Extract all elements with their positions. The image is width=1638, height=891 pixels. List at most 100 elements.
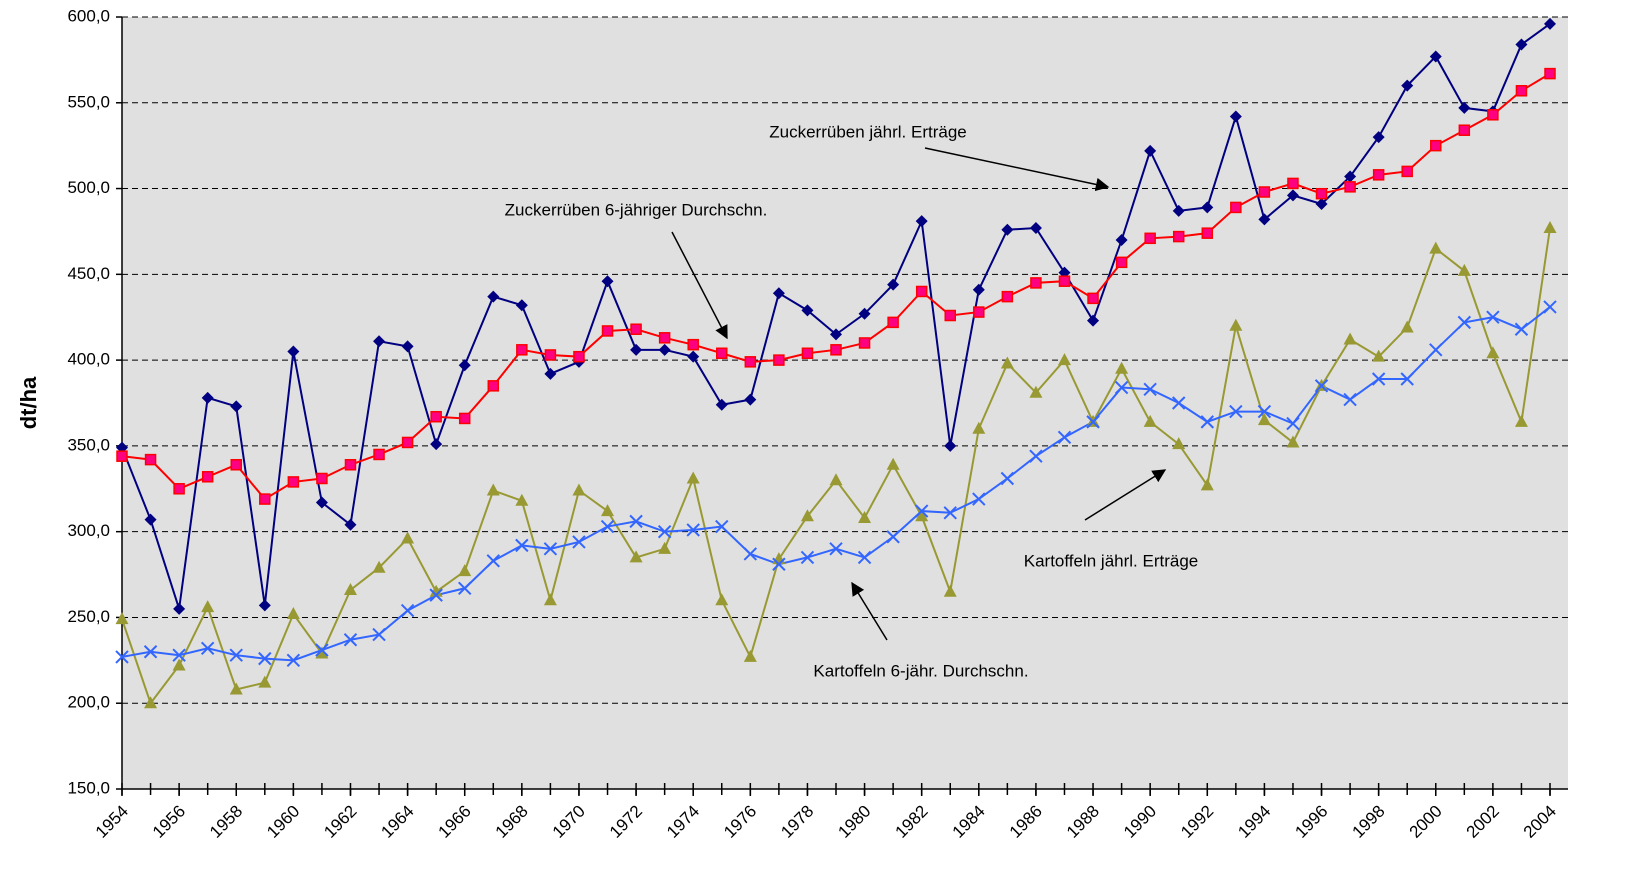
- data-point: [458, 359, 471, 372]
- data-point: [744, 356, 757, 368]
- data-point: [1087, 314, 1100, 327]
- data-point: [1257, 413, 1271, 426]
- plot-area: [122, 17, 1568, 789]
- x-tick-label: 1980: [834, 802, 874, 842]
- data-point: [944, 439, 957, 452]
- data-point: [401, 436, 414, 449]
- x-tick-label: 1972: [606, 802, 646, 842]
- data-point: [315, 646, 329, 659]
- data-point: [686, 523, 700, 537]
- data-point: [1372, 131, 1385, 144]
- data-point: [544, 367, 557, 380]
- data-point: [458, 564, 472, 577]
- data-point: [230, 400, 243, 413]
- data-point: [486, 554, 500, 568]
- data-point: [1486, 346, 1500, 359]
- x-tick-label: 1976: [720, 802, 760, 842]
- data-point: [1314, 379, 1329, 393]
- data-point: [1258, 186, 1271, 198]
- data-point: [1457, 263, 1471, 276]
- data-point: [686, 471, 700, 484]
- data-point: [1372, 169, 1385, 181]
- data-point: [286, 607, 300, 620]
- data-point: [544, 349, 557, 361]
- x-tick-label: 2004: [1520, 802, 1560, 842]
- annotation: Zuckerrüben jährl. Erträge: [769, 122, 966, 141]
- data-point: [1115, 361, 1129, 374]
- data-point: [316, 472, 328, 485]
- x-tick-label: 1998: [1348, 802, 1388, 842]
- data-point: [144, 453, 157, 466]
- x-tick-label: 1996: [1291, 802, 1331, 842]
- data-point: [1030, 277, 1042, 289]
- data-point: [1230, 201, 1242, 214]
- data-point: [886, 457, 900, 470]
- data-point: [429, 588, 443, 602]
- x-tick-label: 1990: [1120, 802, 1160, 842]
- data-point: [1172, 204, 1185, 217]
- data-point: [800, 509, 814, 522]
- data-point: [258, 651, 272, 666]
- x-tick-label: 1962: [320, 802, 360, 842]
- data-point: [1514, 414, 1528, 427]
- x-tick-label: 1956: [149, 802, 189, 842]
- data-point: [143, 645, 158, 659]
- x-tick-label: 1986: [1006, 802, 1046, 842]
- y-tick-label: 550,0: [67, 92, 110, 111]
- data-point: [1315, 187, 1328, 200]
- data-point: [829, 542, 843, 556]
- x-tick-label: 1978: [777, 802, 817, 842]
- data-point: [401, 531, 415, 544]
- data-point: [1343, 332, 1357, 345]
- data-point: [1543, 300, 1557, 314]
- data-point: [1515, 85, 1528, 97]
- data-point: [800, 550, 815, 565]
- data-point: [658, 332, 671, 344]
- data-point: [772, 287, 785, 300]
- data-point: [657, 524, 672, 539]
- data-point: [543, 542, 558, 556]
- data-point: [429, 584, 443, 597]
- annotation-arrow: [1084, 469, 1167, 521]
- data-point: [1458, 124, 1471, 136]
- data-point: [430, 438, 443, 451]
- data-point: [687, 350, 700, 363]
- data-point: [1258, 213, 1271, 226]
- data-point: [229, 648, 243, 662]
- data-point: [858, 510, 872, 523]
- data-point: [1429, 241, 1443, 254]
- y-tick-label: 350,0: [67, 435, 110, 454]
- data-point: [258, 599, 271, 612]
- data-point: [629, 550, 643, 563]
- data-point: [515, 493, 529, 506]
- data-point: [1172, 396, 1186, 410]
- data-point: [858, 307, 871, 320]
- data-point: [1344, 170, 1357, 183]
- data-point: [743, 547, 758, 561]
- data-point: [630, 323, 642, 335]
- data-point: [315, 643, 329, 657]
- x-tick-label: 1984: [949, 802, 989, 842]
- annotation-arrow: [671, 231, 728, 340]
- data-point: [743, 649, 757, 662]
- data-point: [258, 675, 272, 688]
- data-point: [601, 275, 614, 288]
- annotation-arrow: [924, 147, 1110, 192]
- x-tick-label: 1960: [263, 802, 303, 842]
- y-tick-label: 600,0: [67, 6, 110, 25]
- data-point: [773, 354, 785, 366]
- data-point: [572, 535, 586, 549]
- data-point: [716, 347, 728, 359]
- data-point: [115, 612, 129, 625]
- x-tick-label: 1966: [435, 802, 475, 842]
- data-point: [1001, 223, 1014, 236]
- data-point: [515, 538, 529, 553]
- data-point: [1371, 372, 1386, 386]
- data-point: [343, 582, 357, 595]
- y-tick-label: 150,0: [67, 778, 110, 797]
- data-point: [458, 581, 472, 595]
- annotation: Zuckerrüben 6-jähriger Durchschn.: [505, 200, 768, 219]
- data-point: [1401, 79, 1414, 92]
